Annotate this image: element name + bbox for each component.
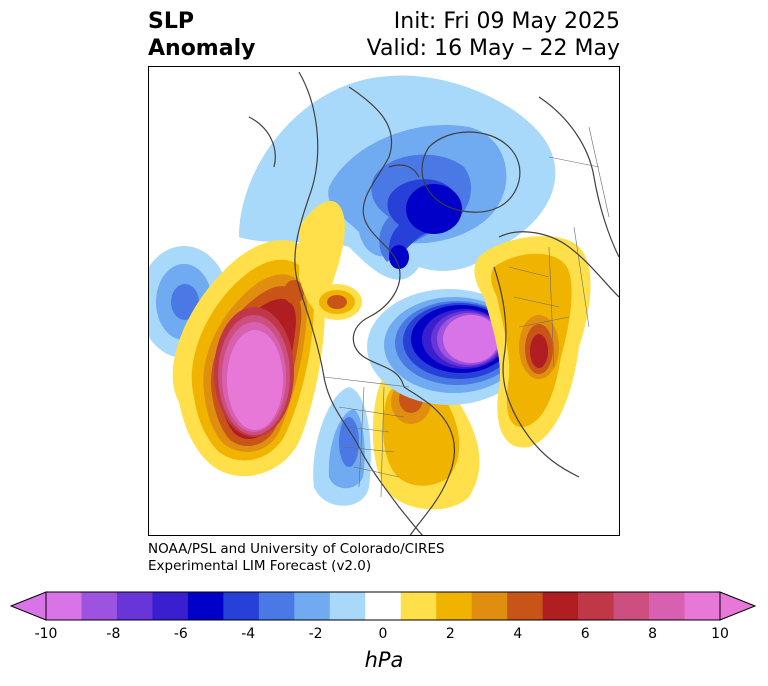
colorbar-segment bbox=[471, 592, 508, 620]
colorbar-tick-label: 4 bbox=[513, 626, 523, 642]
colorbar-segment bbox=[329, 592, 366, 620]
map-canvas bbox=[149, 71, 619, 535]
colorbar-segment bbox=[578, 592, 615, 620]
colorbar-segment bbox=[187, 592, 224, 620]
title-line-1: SLP bbox=[148, 9, 194, 34]
colorbar-tick-label: -4 bbox=[241, 626, 256, 642]
colorbar-svg bbox=[9, 591, 757, 621]
forecast-dates: Init: Fri 09 May 2025 Valid: 16 May – 22… bbox=[367, 8, 620, 62]
colorbar-unit: hPa bbox=[364, 648, 404, 672]
colorbar bbox=[9, 591, 757, 621]
colorbar-segment bbox=[116, 592, 153, 620]
north-pacific-high bbox=[172, 240, 325, 477]
colorbar-tick-label: -8 bbox=[106, 626, 121, 642]
colorbar-max-extend bbox=[719, 591, 757, 621]
colorbar-tick-label: 2 bbox=[445, 626, 455, 642]
colorbar-segment bbox=[365, 592, 402, 620]
map-title: SLP Anomaly bbox=[148, 8, 255, 62]
init-date: Init: Fri 09 May 2025 bbox=[393, 9, 620, 34]
valid-dates: Valid: 16 May – 22 May bbox=[366, 36, 620, 61]
credit-line-1: NOAA/PSL and University of Colorado/CIRE… bbox=[148, 541, 445, 557]
colorbar-segment bbox=[684, 592, 721, 620]
credit-line-2: Experimental LIM Forecast (v2.0) bbox=[148, 558, 372, 574]
colorbar-min-extend bbox=[9, 591, 47, 621]
colorbar-ticks: -10 -8 -6 -4 -2 0 2 4 6 8 10 bbox=[0, 626, 768, 646]
colorbar-segment bbox=[649, 592, 686, 620]
political-borders bbox=[323, 126, 610, 498]
colorbar-tick-label: -6 bbox=[173, 626, 188, 642]
coastlines bbox=[248, 71, 619, 535]
title-line-2: Anomaly bbox=[148, 36, 256, 61]
central-north-america-low bbox=[313, 387, 371, 506]
slp-anomaly-map bbox=[148, 66, 620, 536]
colorbar-tick-label: -2 bbox=[308, 626, 323, 642]
colorbar-segment bbox=[436, 592, 473, 620]
colorbar-segment bbox=[152, 592, 189, 620]
colorbar-segment bbox=[613, 592, 650, 620]
colorbar-outline bbox=[45, 591, 721, 621]
colorbar-tick-label: 10 bbox=[711, 626, 729, 642]
colorbar-segment bbox=[294, 592, 331, 620]
colorbar-segment bbox=[81, 592, 118, 620]
colorbar-tick-label: -10 bbox=[34, 626, 58, 642]
colorbar-tick-label: 8 bbox=[648, 626, 658, 642]
colorbar-segment bbox=[507, 592, 544, 620]
colorbar-segment bbox=[46, 592, 82, 620]
colorbar-segment bbox=[542, 592, 579, 620]
colorbar-tick-label: 6 bbox=[580, 626, 590, 642]
credit-text: NOAA/PSL and University of Colorado/CIRE… bbox=[148, 541, 445, 575]
western-canada-high bbox=[299, 200, 362, 320]
colorbar-segment bbox=[258, 592, 295, 620]
europe-high bbox=[474, 236, 591, 448]
colorbar-segment bbox=[223, 592, 260, 620]
colorbar-tick-label: 0 bbox=[378, 626, 388, 642]
colorbar-segment bbox=[400, 592, 437, 620]
